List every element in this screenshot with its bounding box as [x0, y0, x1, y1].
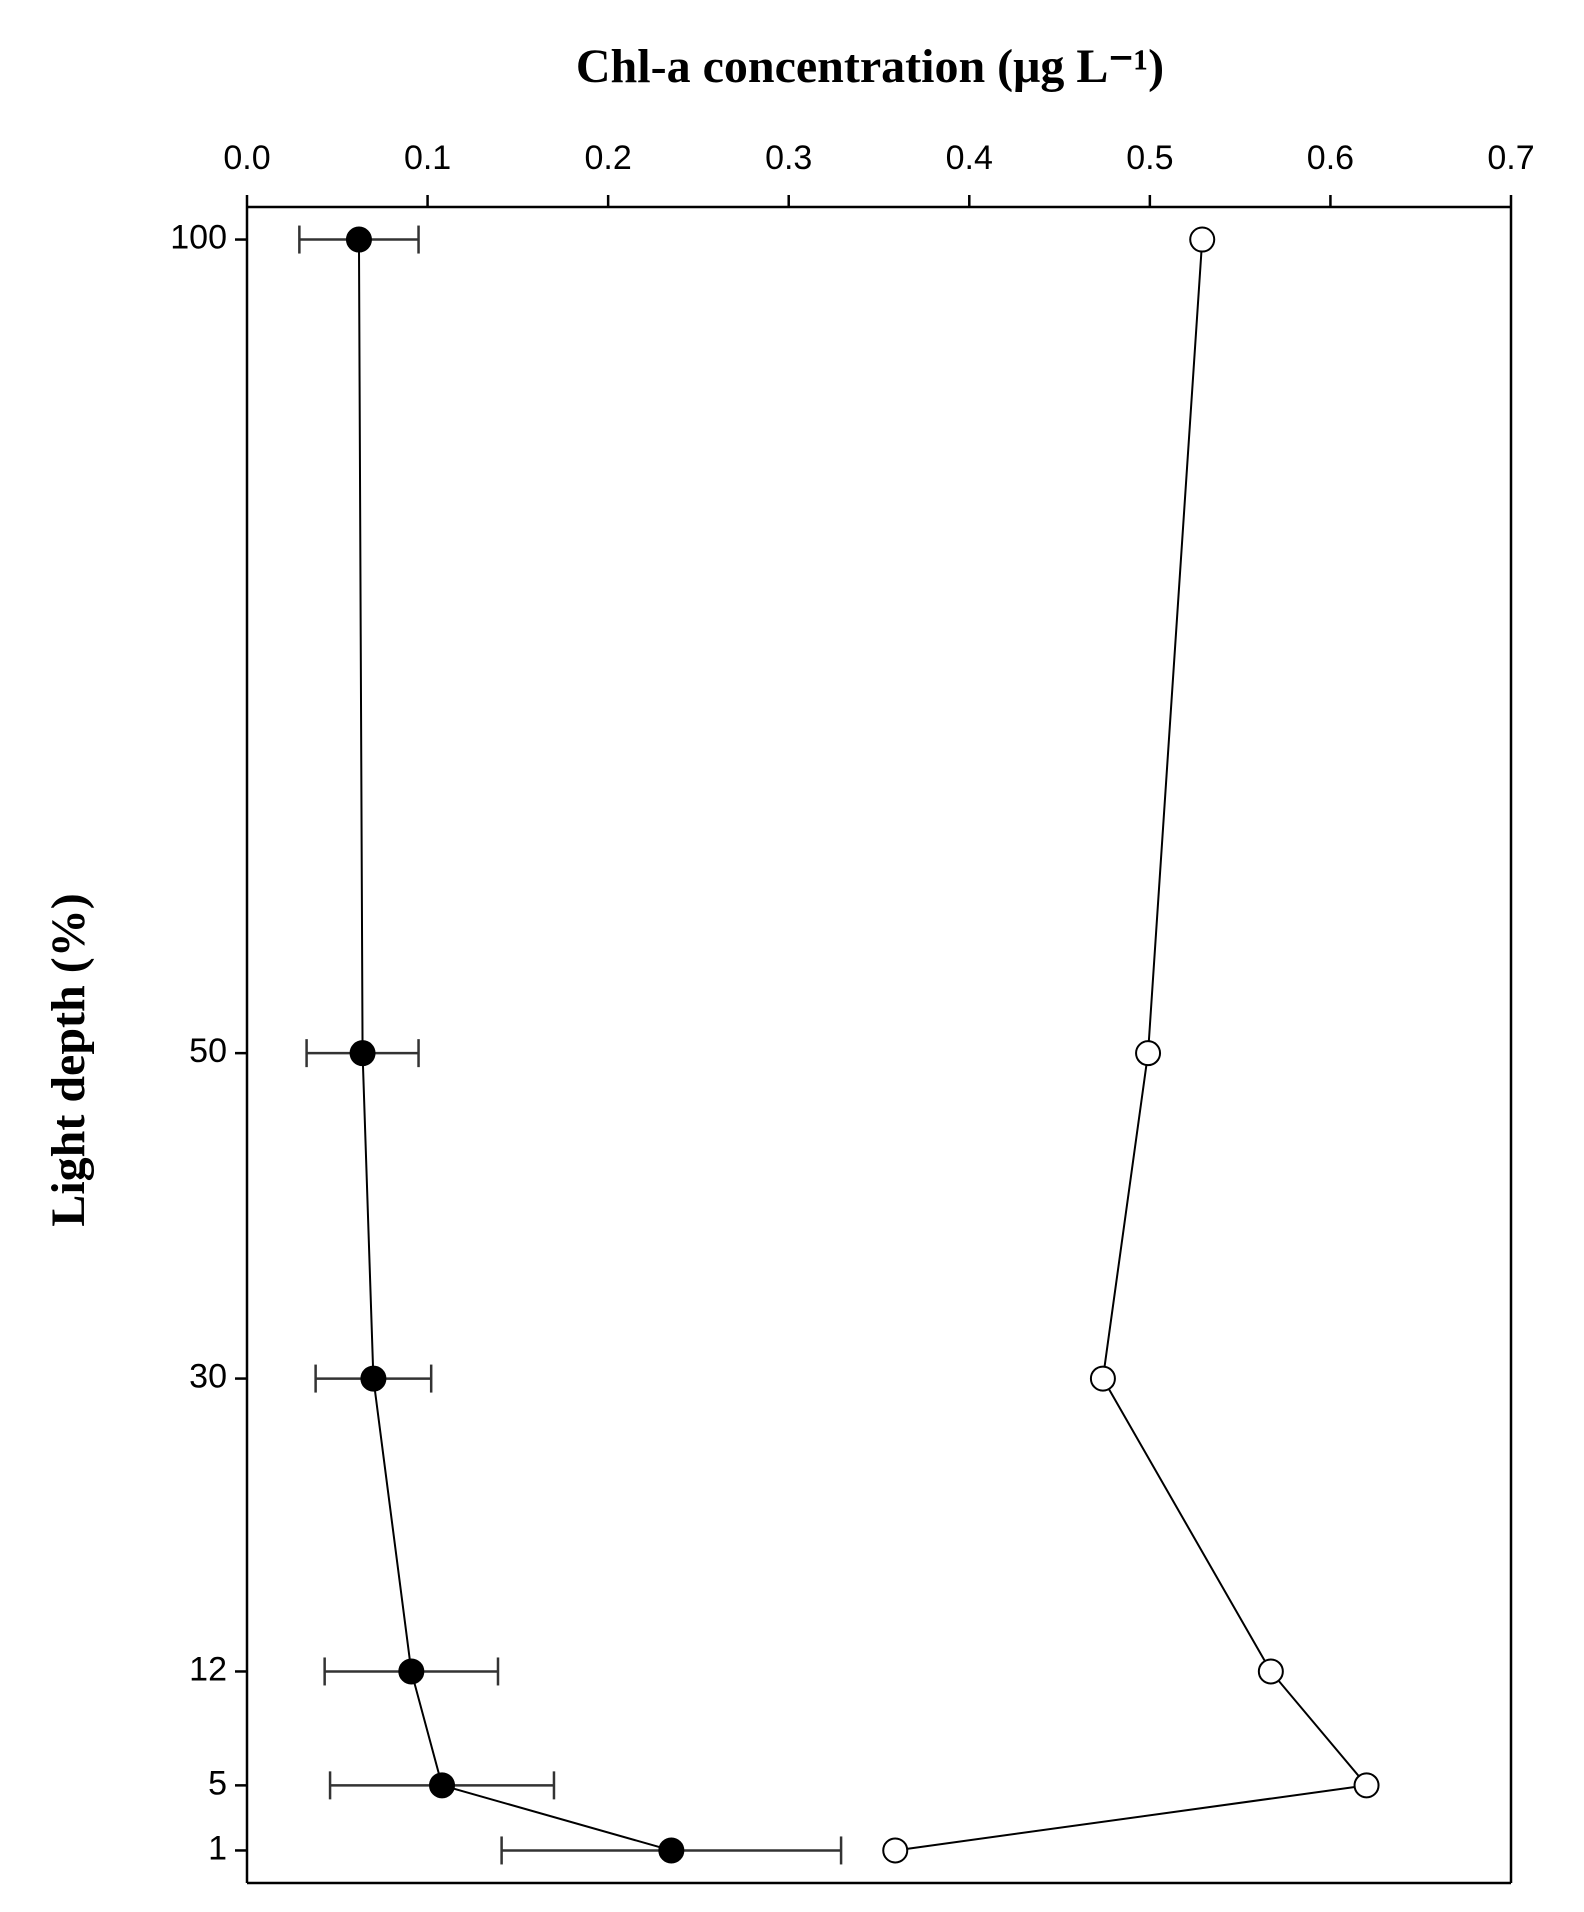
- y-tick-label: 1: [208, 1829, 227, 1867]
- point: [1257, 1658, 1284, 1685]
- point: [345, 226, 372, 253]
- point: [398, 1658, 425, 1685]
- x-tick-label: 0.3: [765, 139, 812, 177]
- y-tick-label: 30: [189, 1358, 227, 1396]
- x-tick-label: 0.6: [1307, 139, 1354, 177]
- point: [360, 1365, 387, 1392]
- x-tick-label: 0.2: [585, 139, 632, 177]
- series-line: [895, 239, 1369, 1852]
- point: [429, 1772, 456, 1799]
- point: [1089, 1365, 1116, 1392]
- y-tick-label: 100: [170, 219, 227, 257]
- x-axis-title: Chl-a concentration (μg L⁻¹): [576, 40, 1164, 93]
- y-tick-label: 5: [208, 1764, 227, 1802]
- y-tick-label: 50: [189, 1032, 227, 1070]
- point: [1135, 1040, 1162, 1067]
- x-tick-label: 0.7: [1487, 139, 1534, 177]
- y-tick-label: 12: [189, 1650, 227, 1688]
- point: [1189, 226, 1216, 253]
- point: [1353, 1772, 1380, 1799]
- x-tick-label: 0.1: [404, 139, 451, 177]
- point: [658, 1837, 685, 1864]
- x-tick-label: 0.0: [223, 139, 270, 177]
- x-tick-label: 0.4: [946, 139, 993, 177]
- point: [882, 1837, 909, 1864]
- point: [349, 1040, 376, 1067]
- series-line: [357, 239, 672, 1852]
- x-tick-label: 0.5: [1126, 139, 1173, 177]
- y-axis-title: Light depth (%): [42, 893, 95, 1226]
